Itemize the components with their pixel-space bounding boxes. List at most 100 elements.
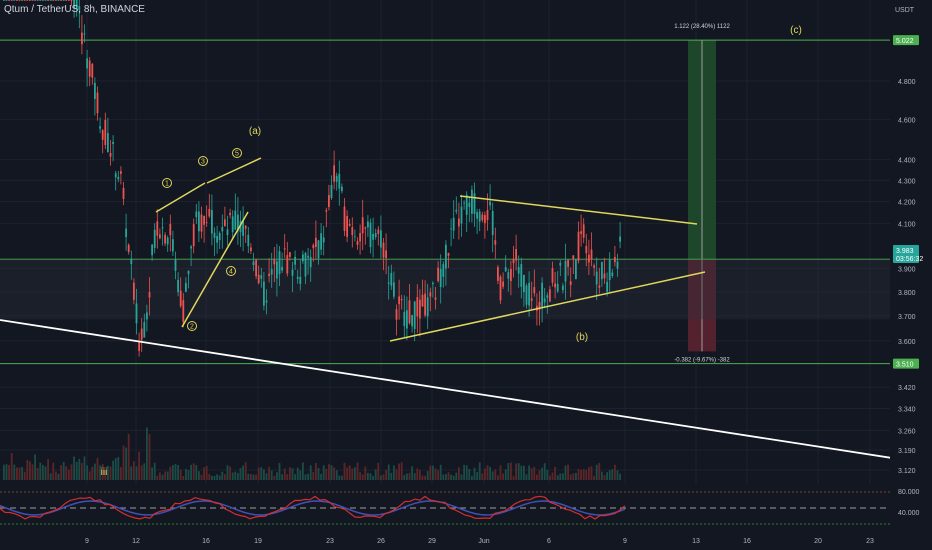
candle-body	[18, 0, 21, 1]
candle-body	[164, 234, 166, 244]
candle-body	[377, 229, 380, 234]
candle-body	[62, 0, 65, 1]
y-tick-label: 4.100	[898, 221, 916, 228]
volume-bar	[569, 474, 572, 480]
candle-body	[107, 133, 109, 153]
volume-bar	[437, 470, 439, 480]
volume-bar	[335, 470, 338, 480]
candle-body	[510, 268, 512, 282]
candle-body	[229, 212, 231, 216]
wave-label: (b)	[576, 332, 588, 343]
chart-header: Qtum / TetherUS, 8h, BINANCE	[4, 4, 145, 15]
volume-bar	[294, 474, 296, 480]
volume-bar	[31, 464, 34, 480]
volume-bar	[42, 464, 44, 480]
volume-bar	[286, 474, 289, 480]
volume-bar	[359, 472, 361, 480]
volume-bar	[608, 470, 611, 480]
volume-bar	[484, 468, 486, 480]
candle-body	[426, 297, 429, 317]
volume-bar	[88, 471, 91, 480]
volume-bar	[143, 463, 146, 480]
candle-body	[497, 266, 499, 281]
price-badge-label: 3.510	[896, 362, 914, 369]
candle-body	[359, 233, 361, 242]
volume-bar	[169, 466, 172, 480]
candle-body	[169, 224, 172, 236]
volume-bar	[65, 466, 68, 480]
oscillator-tick-label: 80.000	[898, 489, 920, 496]
volume-bar	[601, 471, 603, 480]
volume-bar	[533, 466, 536, 480]
volume-bar	[406, 473, 408, 480]
volume-bar	[400, 462, 403, 480]
volume-bar	[255, 474, 257, 480]
volume-bar	[296, 467, 299, 480]
volume-bar	[595, 464, 598, 480]
volume-bar	[229, 466, 231, 480]
volume-bar	[153, 462, 156, 480]
candle-body	[75, 0, 78, 10]
candle-body	[112, 142, 114, 144]
volume-bar	[468, 468, 471, 480]
candle-body	[611, 272, 614, 276]
candle-body	[47, 0, 49, 1]
candle-body	[135, 303, 138, 324]
price-badge-label: 5.022	[896, 38, 914, 45]
candle-body	[216, 236, 218, 243]
candle-body	[341, 186, 343, 192]
wave-label-circle	[162, 178, 172, 188]
candle-body	[247, 234, 250, 247]
x-tick-label: 9	[85, 538, 89, 545]
symbol-title[interactable]: Qtum / TetherUS, 8h, BINANCE	[4, 4, 145, 15]
candle-body	[411, 314, 413, 327]
candle-body	[450, 228, 452, 230]
candle-body	[343, 206, 346, 231]
candle-body	[543, 298, 546, 303]
candle-body	[283, 248, 286, 250]
candle-body	[437, 267, 439, 282]
candle-body	[26, 0, 29, 1]
x-tick-label: 19	[254, 538, 262, 545]
position-target-label: 1.122 (28.40%) 1122	[674, 24, 730, 30]
volume-bar	[73, 456, 75, 480]
volume-bar	[434, 468, 437, 480]
candle-body	[374, 233, 377, 238]
volume-bar	[554, 466, 556, 480]
volume-bar	[460, 474, 463, 480]
candle-body	[333, 165, 335, 182]
volume-bar	[356, 462, 359, 480]
candle-body	[96, 92, 99, 114]
volume-bar	[606, 472, 608, 480]
candle-body	[23, 0, 26, 1]
candle-body	[499, 276, 502, 301]
volume-bar	[203, 467, 205, 480]
candle-body	[174, 259, 177, 271]
volume-bar	[130, 466, 133, 480]
volume-bar	[125, 447, 127, 480]
candle-body	[551, 268, 554, 283]
trendline-annotation	[389, 271, 706, 342]
trendline-annotation	[155, 182, 206, 213]
candle-body	[590, 249, 593, 260]
volume-bar	[317, 467, 320, 480]
candle-body	[530, 298, 533, 301]
candle-body	[317, 240, 320, 259]
candle-body	[562, 285, 564, 291]
candle-body	[125, 228, 127, 238]
candle-body	[211, 210, 213, 234]
candle-body	[231, 216, 234, 233]
volume-bar	[408, 472, 411, 480]
wave-label: 1	[165, 181, 169, 188]
candle-body	[91, 63, 94, 78]
wave-label: 5	[235, 151, 239, 158]
volume-bar	[112, 460, 114, 480]
candle-body	[575, 259, 577, 279]
candle-body	[603, 273, 606, 279]
volume-bar	[60, 465, 62, 480]
volume-bar	[291, 468, 294, 480]
volume-bar	[47, 459, 49, 480]
candle-body	[34, 0, 36, 1]
volume-bar	[135, 466, 138, 480]
